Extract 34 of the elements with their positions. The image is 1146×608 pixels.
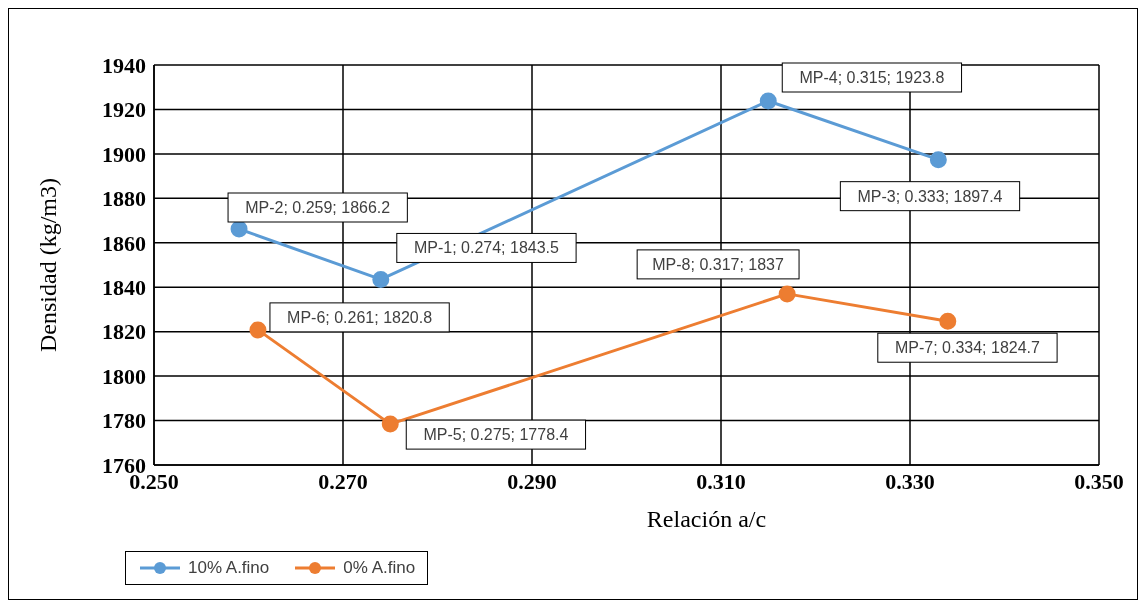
point bbox=[230, 220, 248, 238]
data-label: MP-1; 0.274; 1843.5 bbox=[413, 239, 560, 257]
y-tick-label: 1860 bbox=[102, 230, 146, 256]
y-axis-title: Densidad (kg/m3) bbox=[34, 178, 61, 352]
x-tick-label: 0.270 bbox=[318, 468, 368, 494]
point bbox=[778, 285, 796, 303]
legend-label: 0% A.fino bbox=[342, 558, 416, 578]
data-label: MP-3; 0.333; 1897.4 bbox=[857, 187, 1003, 205]
x-axis-title: Relación a/c bbox=[646, 506, 767, 532]
data-label: MP-4; 0.315; 1923.8 bbox=[799, 69, 945, 86]
x-tick-label: 0.310 bbox=[696, 468, 746, 494]
y-tick-label: 1820 bbox=[102, 319, 146, 345]
x-tick-label: 0.350 bbox=[1074, 468, 1124, 494]
legend-label: 10% A.fino bbox=[187, 558, 270, 578]
point bbox=[249, 321, 267, 339]
y-tick-label: 1880 bbox=[102, 186, 146, 212]
point bbox=[929, 151, 947, 169]
point bbox=[372, 270, 390, 288]
data-label: MP-6; 0.261; 1820.8 bbox=[287, 308, 433, 326]
x-tick-label: 0.330 bbox=[885, 468, 935, 494]
y-tick-label: 1840 bbox=[102, 275, 146, 301]
point bbox=[381, 415, 399, 433]
x-tick-label: 0.290 bbox=[507, 468, 557, 494]
y-tick-label: 1900 bbox=[102, 141, 146, 167]
data-label: MP-5; 0.275; 1778.4 bbox=[423, 426, 569, 444]
y-tick-label: 1920 bbox=[102, 97, 146, 123]
y-tick-label: 1940 bbox=[102, 52, 146, 78]
data-label: MP-8; 0.317; 1837 bbox=[652, 255, 785, 273]
y-tick-label: 1800 bbox=[102, 363, 146, 389]
point bbox=[939, 312, 957, 330]
y-tick-label: 1780 bbox=[102, 408, 146, 434]
data-label: MP-2; 0.259; 1866.2 bbox=[245, 199, 391, 216]
data-label: MP-7; 0.334; 1824.7 bbox=[894, 339, 1041, 357]
point bbox=[759, 92, 777, 110]
